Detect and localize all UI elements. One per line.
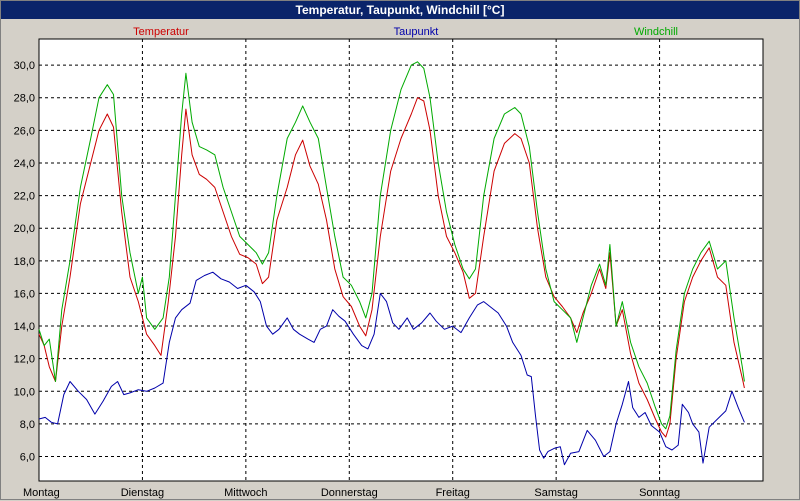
series-line-temperatur bbox=[38, 97, 745, 438]
y-tick-label: 20,0 bbox=[14, 223, 35, 235]
x-tick-day: Samstag bbox=[534, 487, 577, 499]
series-line-windchill bbox=[38, 61, 745, 430]
y-tick-label: 8,0 bbox=[20, 419, 35, 431]
y-tick-label: 14,0 bbox=[14, 321, 35, 333]
y-tick-label: 6,0 bbox=[20, 452, 35, 464]
grid-layer bbox=[39, 39, 763, 481]
legend-windchill: Windchill bbox=[634, 26, 678, 38]
plot-area bbox=[38, 38, 764, 482]
y-tick-label: 28,0 bbox=[14, 93, 35, 105]
series-layer bbox=[38, 61, 745, 466]
x-tick-day: Dienstag bbox=[121, 487, 164, 499]
x-tick-day: Donnerstag bbox=[321, 487, 378, 499]
x-tick-day: Montag bbox=[23, 487, 60, 499]
y-tick-label: 30,0 bbox=[14, 60, 35, 72]
y-tick-label: 22,0 bbox=[14, 191, 35, 203]
y-tick-label: 10,0 bbox=[14, 386, 35, 398]
y-tick-label: 26,0 bbox=[14, 125, 35, 137]
legend-layer: Temperatur Taupunkt Windchill bbox=[133, 26, 678, 38]
legend-temperatur: Temperatur bbox=[133, 26, 189, 38]
series-line-taupunkt bbox=[38, 271, 745, 466]
x-tick-day: Sonntag bbox=[639, 487, 680, 499]
window-title: Temperatur, Taupunkt, Windchill [°C] bbox=[1, 1, 799, 19]
y-tick-label: 18,0 bbox=[14, 256, 35, 268]
legend-taupunkt: Taupunkt bbox=[394, 26, 439, 38]
chart-plot: 6,0 8,0 10,0 12,0 14,0 16,0 18,0 20,0 22,0 24,0 26… bbox=[14, 26, 764, 499]
x-tick-day: Mittwoch bbox=[224, 487, 267, 499]
y-tick-label: 24,0 bbox=[14, 158, 35, 170]
tick-label-layer: 6,0 8,0 10,0 12,0 14,0 16,0 18,0 20,0 22,0 24,0 26… bbox=[14, 60, 680, 499]
x-tick-day: Freitag bbox=[436, 487, 470, 499]
y-tick-label: 16,0 bbox=[14, 288, 35, 300]
y-tick-label: 12,0 bbox=[14, 354, 35, 366]
